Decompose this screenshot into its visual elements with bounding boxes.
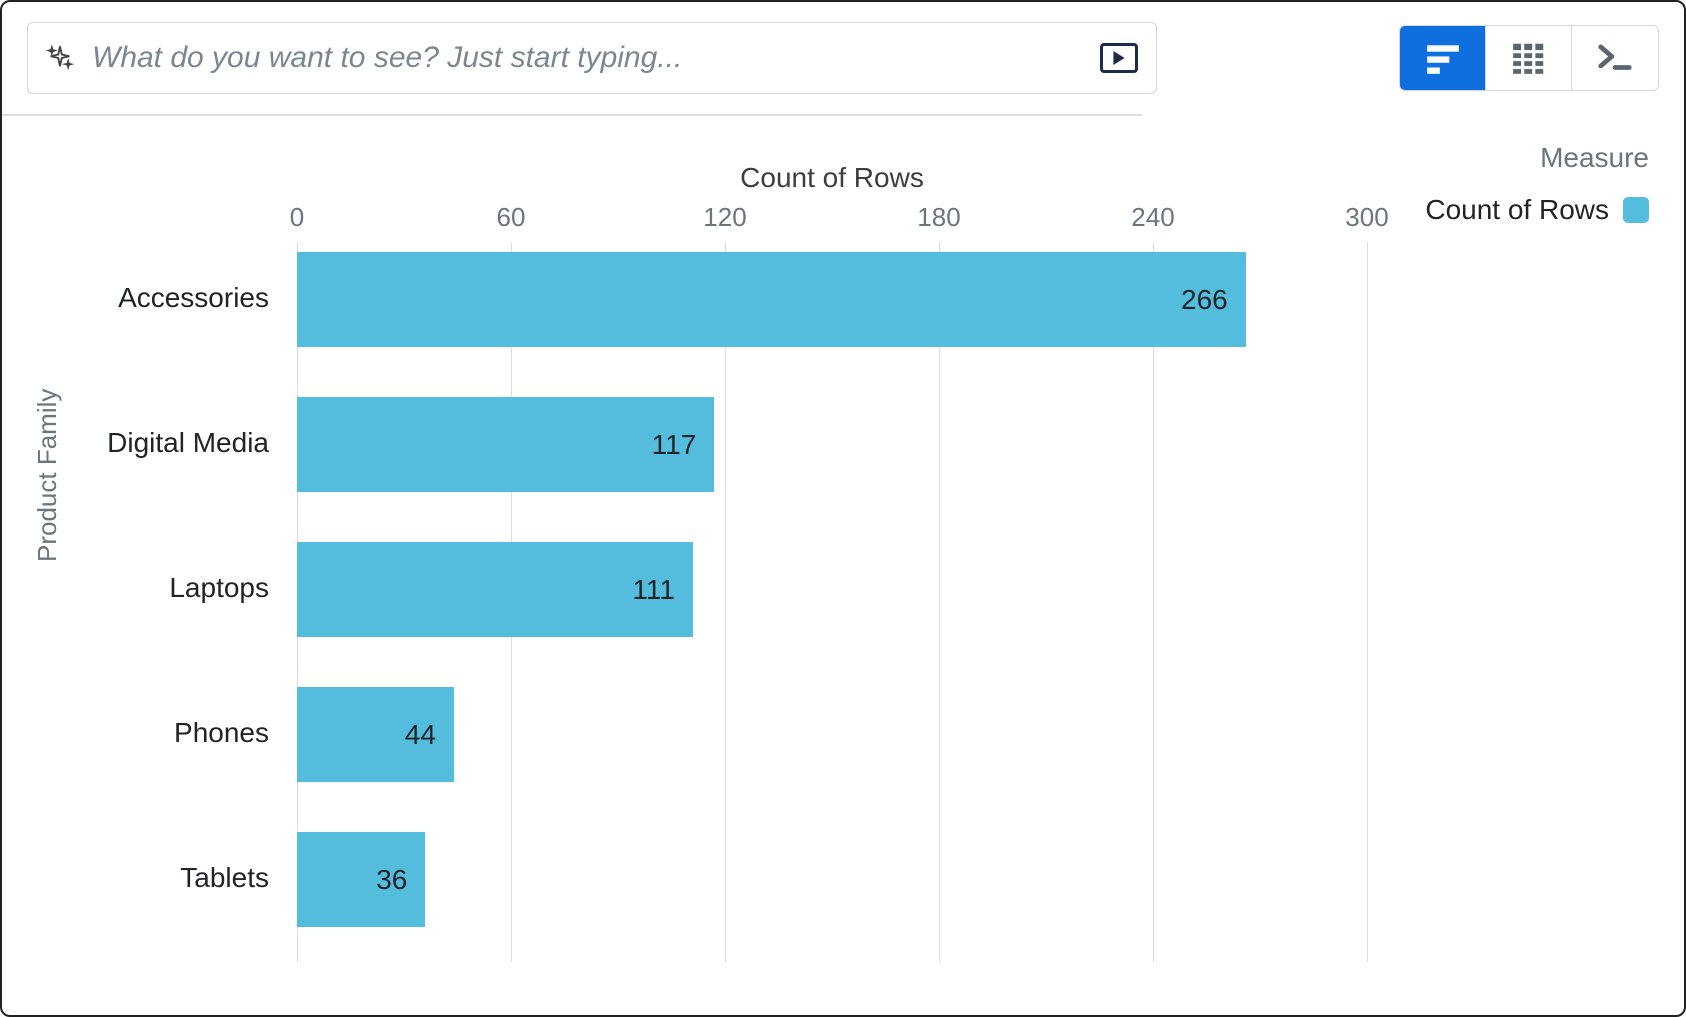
bar-chart-icon — [1424, 39, 1462, 77]
category-label: Tablets — [37, 862, 287, 894]
bar-row: 111 — [297, 542, 693, 637]
run-query-button[interactable] — [1100, 43, 1138, 73]
saql-mode-button[interactable] — [1572, 26, 1658, 90]
view-mode-toggle — [1399, 25, 1659, 91]
gridline — [1153, 242, 1154, 962]
bar-row: 36 — [297, 832, 425, 927]
bar[interactable]: 44 — [297, 687, 454, 782]
category-label: Laptops — [37, 572, 287, 604]
x-axis-ticks: 060120180240300 — [297, 202, 1367, 232]
category-label: Phones — [37, 717, 287, 749]
search-box[interactable] — [27, 22, 1157, 94]
x-tick-label: 0 — [290, 202, 304, 233]
category-label: Accessories — [37, 282, 287, 314]
sparkle-icon — [46, 44, 74, 72]
x-axis-title: Count of Rows — [297, 162, 1367, 194]
terminal-icon — [1596, 39, 1634, 77]
toolbar — [2, 2, 1684, 114]
bar[interactable]: 117 — [297, 397, 714, 492]
table-mode-button[interactable] — [1486, 26, 1572, 90]
chart: Count of Rows Product Family 06012018024… — [37, 132, 1654, 985]
x-tick-label: 180 — [917, 202, 960, 233]
bar[interactable]: 36 — [297, 832, 425, 927]
gridline — [939, 242, 940, 962]
bar-row: 266 — [297, 252, 1246, 347]
search-input[interactable] — [92, 41, 1082, 75]
x-tick-label: 120 — [703, 202, 746, 233]
bar-row: 44 — [297, 687, 454, 782]
table-icon — [1510, 39, 1548, 77]
bar[interactable]: 111 — [297, 542, 693, 637]
chart-mode-button[interactable] — [1400, 26, 1486, 90]
bar[interactable]: 266 — [297, 252, 1246, 347]
bar-row: 117 — [297, 397, 714, 492]
app-frame: Measure Count of Rows Count of Rows Prod… — [0, 0, 1686, 1017]
plot-area: 266 117 111 44 36 — [297, 242, 1367, 962]
x-tick-label: 300 — [1345, 202, 1388, 233]
gridline — [725, 242, 726, 962]
gridline — [1367, 242, 1368, 962]
x-tick-label: 240 — [1131, 202, 1174, 233]
divider — [2, 114, 1142, 116]
y-axis-title: Product Family — [32, 389, 63, 562]
x-tick-label: 60 — [497, 202, 526, 233]
category-label: Digital Media — [37, 427, 287, 459]
